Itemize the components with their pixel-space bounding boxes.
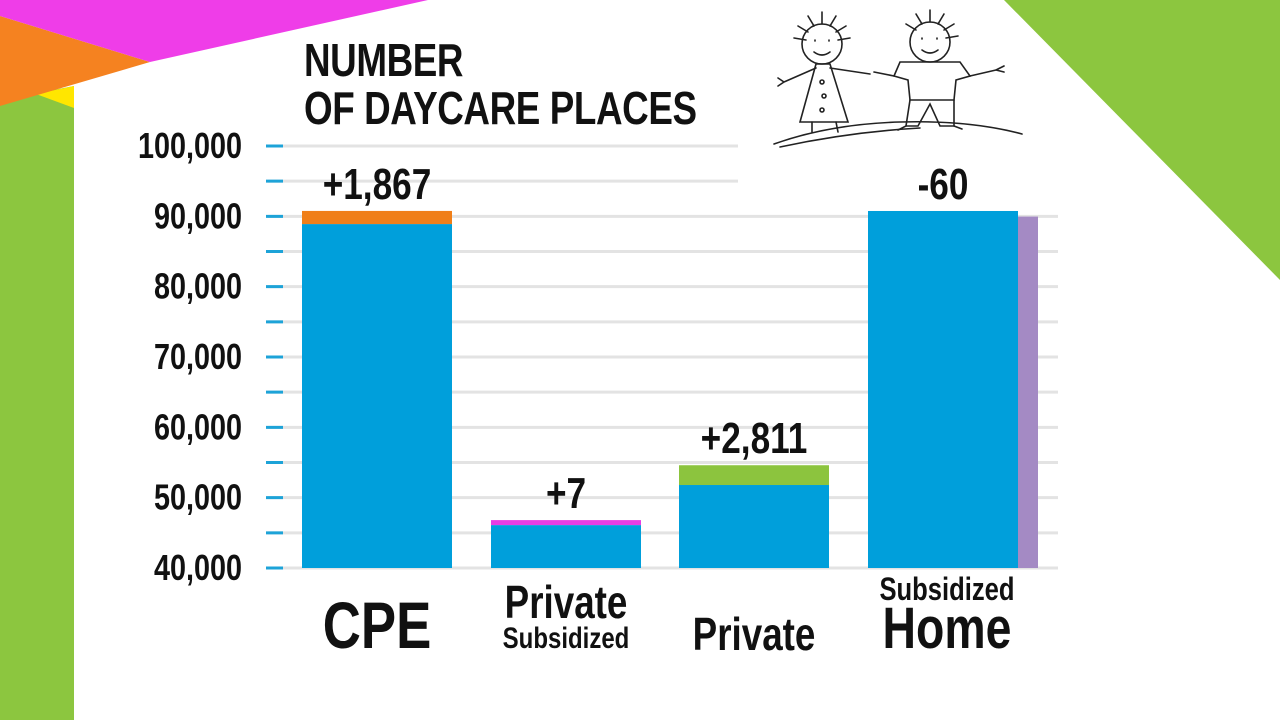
bar-private-change bbox=[679, 465, 829, 486]
y-tick-label-group: 60,000 bbox=[154, 406, 242, 447]
green-top-right-triangle bbox=[1004, 0, 1280, 280]
orange-shard bbox=[0, 16, 150, 106]
yellow-shard bbox=[36, 86, 74, 108]
bar-private-base bbox=[679, 485, 829, 568]
category-label-private: Private bbox=[693, 608, 816, 660]
category-label-private-subsidized-line-2: Subsidized bbox=[503, 620, 630, 654]
category-label-subsidized-home-line-2: Home bbox=[883, 596, 1012, 661]
category-label-private-subsidized-line-1: Private bbox=[505, 576, 628, 628]
kids-doodle-illustration bbox=[773, 9, 1023, 148]
data-label-private-subsidized: +7 bbox=[546, 469, 586, 518]
bar-cpe-base bbox=[302, 224, 452, 568]
data-label-cpe-group: +1,867 bbox=[323, 160, 432, 209]
y-tick-label-group: 50,000 bbox=[154, 477, 242, 518]
data-label-subsidized-home-group: -60 bbox=[918, 160, 969, 209]
bar-subsidized-home-change bbox=[1018, 216, 1038, 569]
category-label-private-subsidized-line-1-group: Private bbox=[505, 576, 628, 628]
bar-private-subsidized-change bbox=[491, 520, 641, 526]
y-tick-label-group: 100,000 bbox=[138, 125, 242, 166]
y-tick-label: 40,000 bbox=[154, 547, 242, 588]
category-label-private-subsidized-line-2-group: Subsidized bbox=[503, 620, 630, 654]
category-label-subsidized-home-line-1-group: Subsidized bbox=[879, 572, 1014, 607]
data-label-private-group: +2,811 bbox=[701, 415, 808, 464]
y-tick-label-group: 80,000 bbox=[154, 266, 242, 307]
category-label-cpe-group: CPE bbox=[323, 588, 432, 662]
data-label-private: +2,811 bbox=[701, 415, 808, 464]
data-label-cpe: +1,867 bbox=[323, 160, 432, 209]
category-label-private-group: Private bbox=[693, 608, 816, 660]
title-line-2: OF DAYCARE PLACES bbox=[304, 82, 697, 134]
data-label-private-subsidized-group: +7 bbox=[546, 469, 586, 518]
category-label-cpe: CPE bbox=[323, 588, 432, 662]
data-label-subsidized-home: -60 bbox=[918, 160, 969, 209]
y-tick-label: 100,000 bbox=[138, 125, 242, 166]
y-tick-label-group: 70,000 bbox=[154, 336, 242, 377]
y-tick-label: 90,000 bbox=[154, 195, 242, 236]
chart-title: NUMBER OF DAYCARE PLACES bbox=[304, 36, 697, 132]
y-tick-label: 80,000 bbox=[154, 266, 242, 307]
y-tick-label-group: 40,000 bbox=[154, 547, 242, 588]
y-tick-label: 60,000 bbox=[154, 406, 242, 447]
title-line-1: NUMBER bbox=[304, 34, 464, 86]
category-label-subsidized-home-line-2-group: Home bbox=[883, 596, 1012, 661]
y-tick-label-group: 90,000 bbox=[154, 195, 242, 236]
y-tick-label: 70,000 bbox=[154, 336, 242, 377]
pink-shard bbox=[0, 0, 428, 62]
green-left-strip bbox=[0, 86, 74, 720]
bar-subsidized-home-base bbox=[868, 210, 1018, 568]
bar-cpe-change bbox=[302, 210, 452, 225]
bar-private-subsidized-base bbox=[491, 525, 641, 568]
y-tick-label: 50,000 bbox=[154, 477, 242, 518]
category-label-subsidized-home-line-1: Subsidized bbox=[879, 572, 1014, 607]
